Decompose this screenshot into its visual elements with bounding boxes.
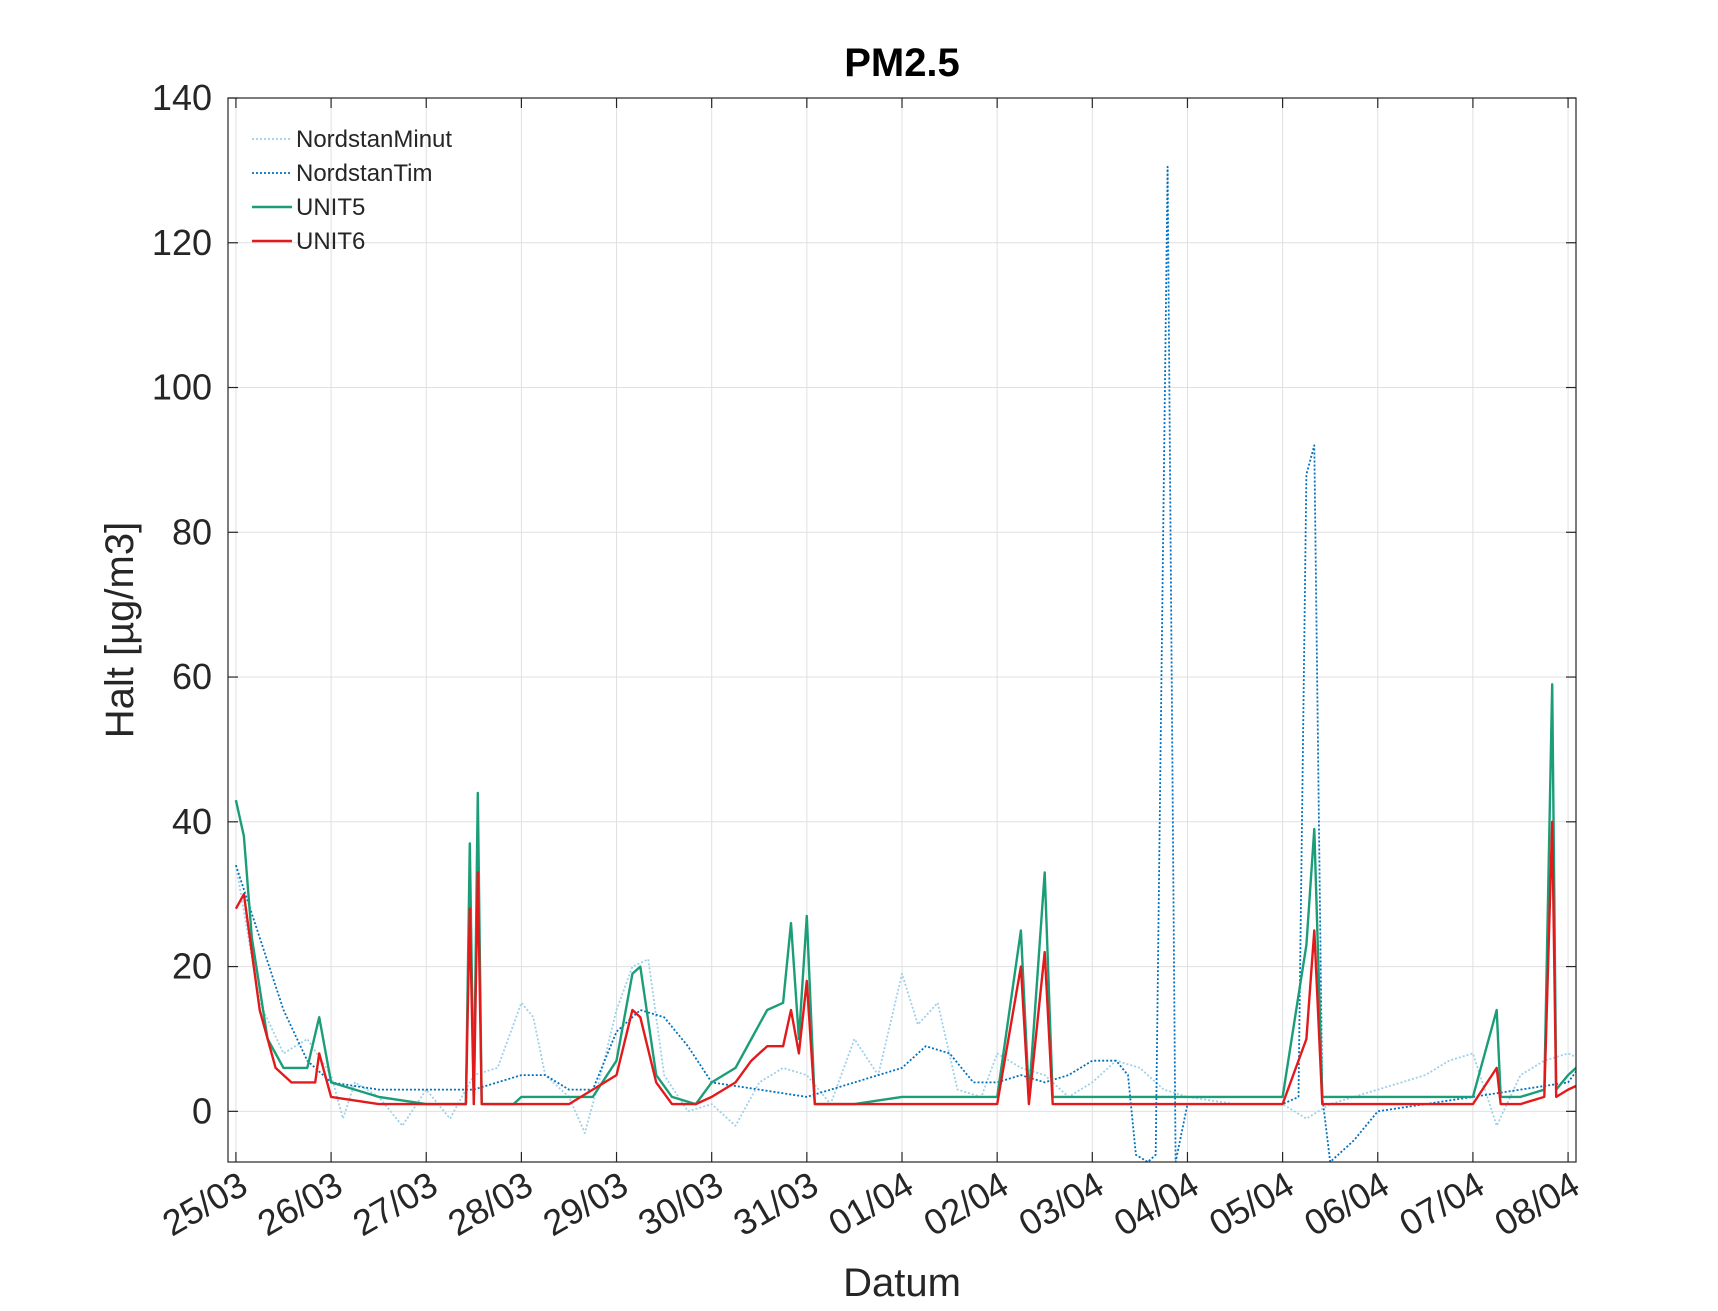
series-line-unit6 — [234, 820, 1576, 1106]
series-line-nordstantim — [235, 165, 1576, 1162]
y-tick-label: 20 — [172, 946, 212, 987]
y-tick-label: 0 — [192, 1090, 212, 1131]
legend-label-nordstanminut: NordstanMinut — [296, 126, 452, 153]
legend-label-unit6: UNIT6 — [296, 228, 365, 255]
legend-label-nordstantim: NordstanTim — [296, 160, 432, 187]
y-tick-label: 140 — [152, 77, 212, 118]
series-group — [234, 165, 1576, 1162]
y-tick-label: 60 — [172, 656, 212, 697]
x-axis-label: Datum — [843, 1261, 961, 1305]
legend: NordstanMinut NordstanTim UNIT5 UNIT6 — [252, 126, 452, 255]
y-tick-label: 80 — [172, 511, 212, 552]
legend-label-unit5: UNIT5 — [296, 194, 365, 221]
y-axis-label: Halt [µg/m3] — [98, 522, 142, 738]
chart-title: PM2.5 — [844, 41, 960, 85]
grid — [228, 97, 1576, 1162]
y-tick-label: 40 — [172, 801, 212, 842]
y-tick-label: 120 — [152, 222, 212, 263]
y-tick-label: 100 — [152, 367, 212, 408]
